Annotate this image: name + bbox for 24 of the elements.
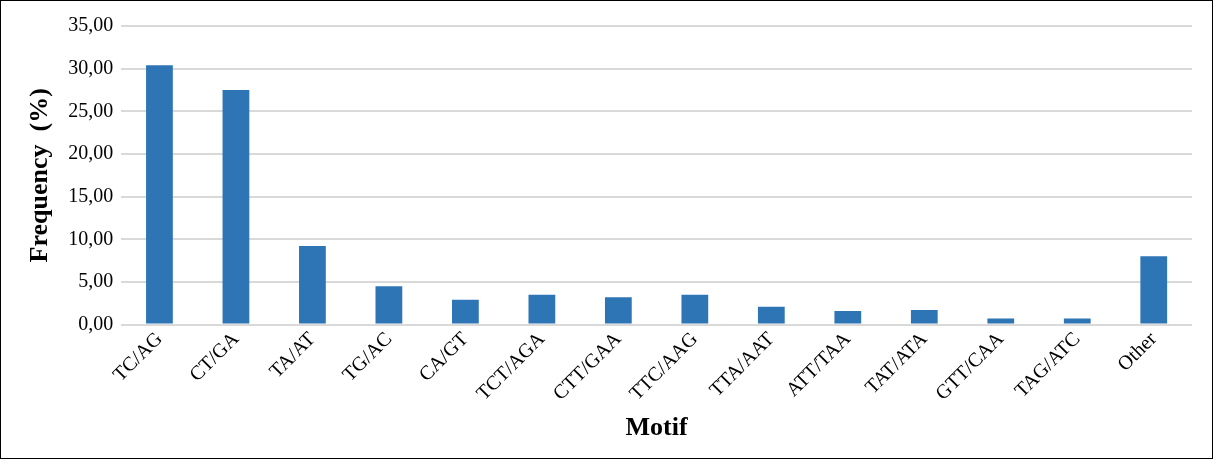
bar [1063,318,1091,324]
bar [910,310,938,324]
bar [146,65,173,324]
bar [222,89,250,324]
bar [757,306,785,324]
bar [299,246,326,324]
bar [1140,256,1168,324]
bar [681,294,709,324]
y-tick-label: 15,00 [68,183,114,206]
bar [987,318,1015,324]
y-tick-label: 0,00 [78,311,114,334]
y-tick-label: 30,00 [68,55,114,78]
bar [604,297,632,324]
bar [452,299,479,324]
y-tick-label: 20,00 [68,141,114,164]
bar [834,310,862,324]
y-tick-label: 10,00 [68,226,114,249]
y-tick-label: 5,00 [78,269,114,292]
y-tick-label: 35,00 [68,13,114,36]
bar [375,286,403,324]
bar [528,294,556,324]
y-tick-label: 25,00 [68,98,114,121]
y-axis-title: Frequency (%) [24,88,54,263]
x-axis-title: Motif [625,412,688,442]
